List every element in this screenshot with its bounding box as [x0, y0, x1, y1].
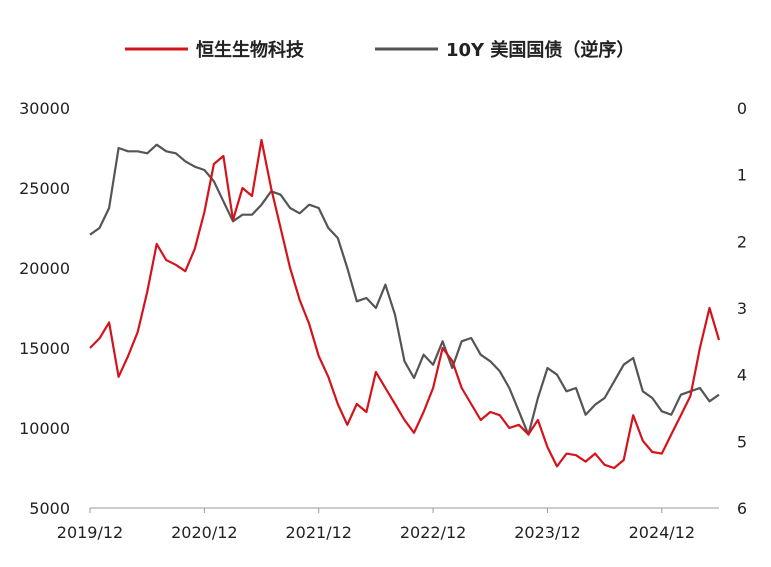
x-tick-label: 2022/12	[400, 523, 466, 542]
y-right-tick: 4	[737, 366, 747, 385]
legend: 恒生生物科技 10Y 美国国债（逆序）	[125, 39, 634, 61]
y-left-tick: 15000	[19, 339, 70, 358]
x-tick-label: 2024/12	[629, 523, 695, 542]
legend-label-hs-biotech: 恒生生物科技	[196, 39, 305, 61]
x-tick-label: 2021/12	[285, 523, 351, 542]
y-left-tick: 20000	[19, 259, 70, 278]
x-tick-label: 2023/12	[514, 523, 580, 542]
x-tick-label: 2020/12	[171, 523, 237, 542]
y-left-tick: 25000	[19, 179, 70, 198]
y-right-tick: 0	[737, 99, 747, 118]
y-right-tick: 3	[737, 299, 747, 318]
x-tick-label: 2019/12	[57, 523, 123, 542]
y-right-tick: 2	[737, 232, 747, 251]
series-line-hs-biotech	[89, 138, 721, 470]
y-right-tick: 5	[737, 432, 747, 451]
legend-label-us10y: 10Y 美国国债（逆序）	[446, 39, 634, 61]
series-line-us10y	[89, 143, 720, 436]
y-left-tick: 10000	[19, 419, 70, 438]
y-left-tick: 5000	[29, 499, 70, 518]
y-left-tick: 30000	[19, 99, 70, 118]
series	[89, 138, 721, 470]
y-right-tick: 6	[737, 499, 747, 518]
ticks: 30000 25000 20000 15000 10000 5000 0 1 2 3 4 5 6 2019…	[19, 99, 747, 542]
y-right-tick: 1	[737, 166, 747, 185]
